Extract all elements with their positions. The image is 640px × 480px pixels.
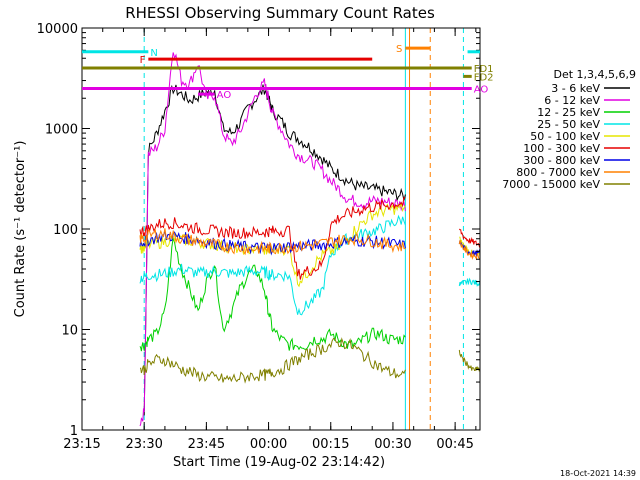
x-tick-label: 23:15 (63, 437, 100, 452)
series-line-12-25-kev (139, 237, 406, 352)
flag-label-ao: AO (474, 85, 489, 96)
flag-label-fd2: FD2 (474, 72, 494, 83)
legend-entry-label: 25 - 50 keV (537, 118, 600, 131)
y-tick-label: 100 (53, 223, 78, 238)
legend-entry-label: 12 - 25 keV (537, 106, 600, 119)
y-tick-label: 10 (61, 324, 78, 339)
legend-entry-label: 100 - 300 keV (523, 142, 600, 155)
legend-entry-label: 7000 - 15000 keV (502, 178, 600, 191)
flag-label-f: F (140, 55, 146, 66)
legend-entry-label: 800 - 7000 keV (516, 166, 600, 179)
series-line-7000-15000-kev (140, 337, 406, 384)
series-line-800-7000-kev (139, 228, 406, 256)
x-tick-label: 23:45 (188, 437, 225, 452)
y-tick-label: 10000 (37, 22, 78, 37)
y-tick-label: 1 (70, 424, 78, 439)
chart-title: RHESSI Observing Summary Count Rates (125, 4, 435, 22)
flag-label-n: N (150, 48, 157, 59)
y-tick-label: 1000 (45, 123, 78, 138)
x-tick-label: 00:00 (250, 437, 287, 452)
x-tick-label: 23:30 (125, 437, 162, 452)
y-axis-label: Count Rate (s⁻¹ detector⁻¹) (13, 141, 28, 318)
series-line-7000-15000-kev (458, 349, 480, 372)
flag-label-ao: AO (217, 90, 232, 101)
footer-timestamp: 18-Oct-2021 14:39 (560, 469, 636, 478)
series-line-25-50-kev (458, 277, 480, 287)
series-line-100-300-kev (139, 196, 406, 280)
legend-entry-label: 50 - 100 keV (530, 130, 600, 143)
legend-entry-label: 6 - 12 keV (544, 94, 600, 107)
legend-entry-label: 3 - 6 keV (551, 82, 600, 95)
legend-entry-label: 300 - 800 keV (523, 154, 600, 167)
x-tick-label: 00:30 (374, 437, 411, 452)
x-axis-label: Start Time (19-Aug-02 23:14:42) (173, 455, 385, 470)
x-tick-label: 00:15 (312, 437, 349, 452)
x-tick-label: 00:45 (436, 437, 473, 452)
series-line-3-6-kev (143, 84, 406, 416)
flag-label-fd1: FD1 (474, 64, 494, 75)
flag-label-s: S (396, 44, 402, 55)
legend-title: Det 1,3,4,5,6,9 (553, 68, 636, 81)
